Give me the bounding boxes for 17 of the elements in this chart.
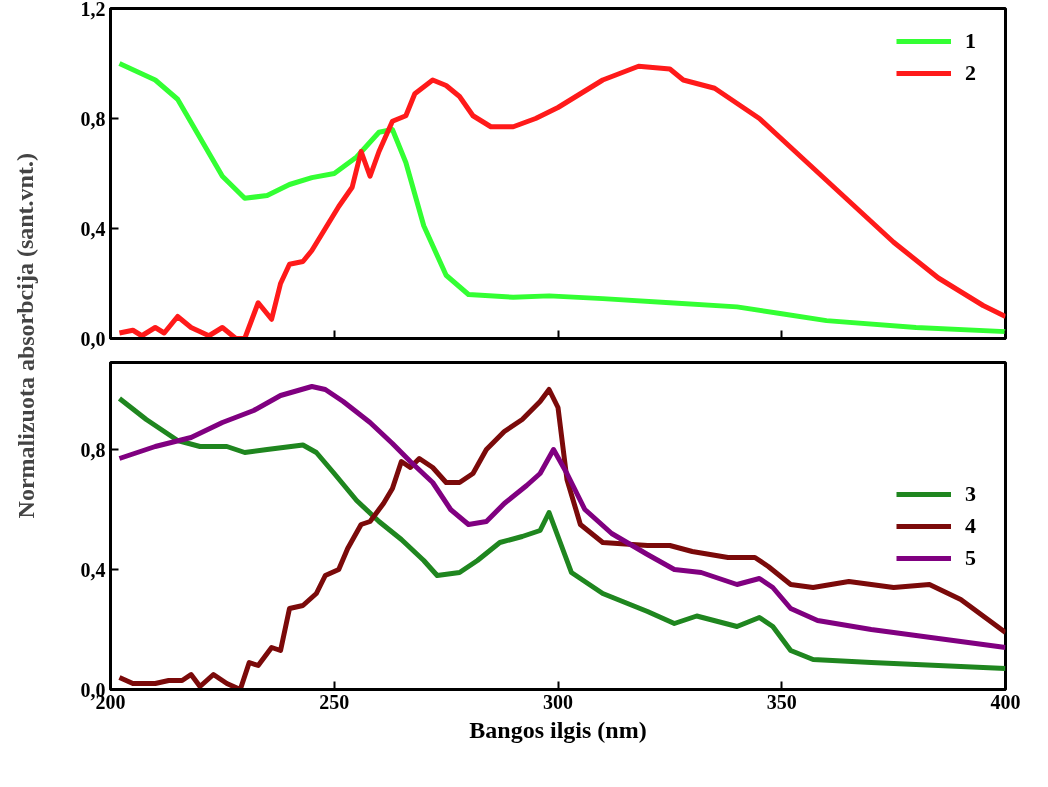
y-axis-title: Normalizuota absorbcija (sant.vnt.): [12, 153, 39, 519]
y-tick-label: 0,4: [80, 558, 106, 581]
x-tick-label: 350: [766, 690, 797, 713]
legend-label: 5: [965, 544, 977, 571]
y-tick-label: 0,0: [80, 327, 106, 350]
x-tick-label: 300: [543, 690, 573, 713]
y-tick-label: 0,4: [80, 217, 106, 240]
x-tick-label: 250: [319, 690, 350, 713]
x-tick-label: 400: [990, 690, 1021, 713]
y-tick-label: 0,8: [80, 107, 106, 130]
y-tick-label: 0,8: [80, 438, 106, 461]
x-axis-title: Bangos ilgis (nm): [469, 716, 647, 743]
legend-label: 3: [965, 480, 977, 507]
y-tick-label: 1,2: [80, 0, 106, 20]
legend-label: 4: [965, 512, 977, 539]
legend-label: 1: [965, 28, 977, 54]
legend-label: 2: [965, 60, 977, 86]
